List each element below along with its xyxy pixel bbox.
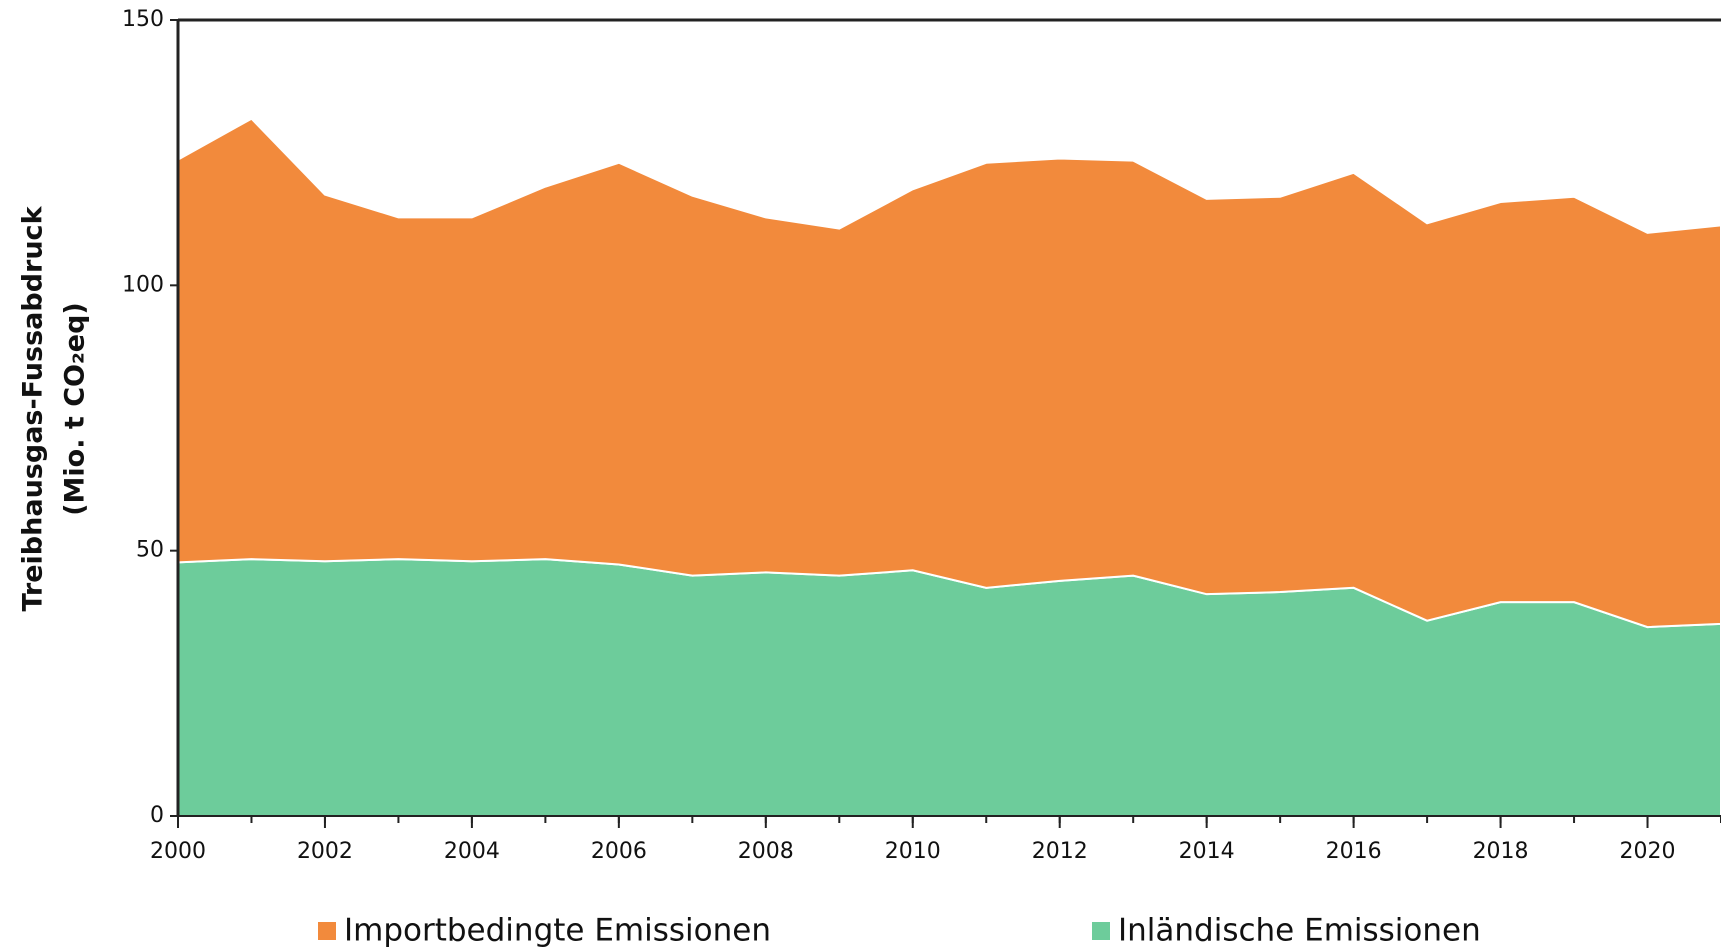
x-tick-label: 2012 — [1032, 839, 1088, 864]
x-tick-label: 2000 — [150, 839, 206, 864]
x-tick-label: 2020 — [1620, 839, 1676, 864]
y-tick-label: 50 — [136, 538, 164, 563]
legend-swatch — [318, 922, 336, 940]
y-axis-label: (Mio. t CO₂eq) — [60, 302, 91, 516]
legend-label: Inländische Emissionen — [1118, 913, 1481, 949]
x-tick-label: 2014 — [1179, 839, 1235, 864]
y-tick-label: 150 — [122, 7, 164, 32]
y-tick-label: 100 — [122, 272, 164, 297]
legend-label: Importbedingte Emissionen — [344, 913, 771, 949]
x-tick-label: 2010 — [885, 839, 941, 864]
x-tick-label: 2002 — [297, 839, 353, 864]
y-axis-label: Treibhausgas-Fussabdruck — [18, 205, 49, 611]
area — [177, 117, 1721, 629]
x-tick-label: 2004 — [444, 839, 500, 864]
y-tick-label: 0 — [150, 803, 164, 828]
x-tick-label: 2008 — [738, 839, 794, 864]
legend-swatch — [1092, 922, 1110, 940]
x-tick-label: 2018 — [1473, 839, 1529, 864]
x-tick-label: 2006 — [591, 839, 647, 864]
x-tick-label: 2016 — [1326, 839, 1382, 864]
